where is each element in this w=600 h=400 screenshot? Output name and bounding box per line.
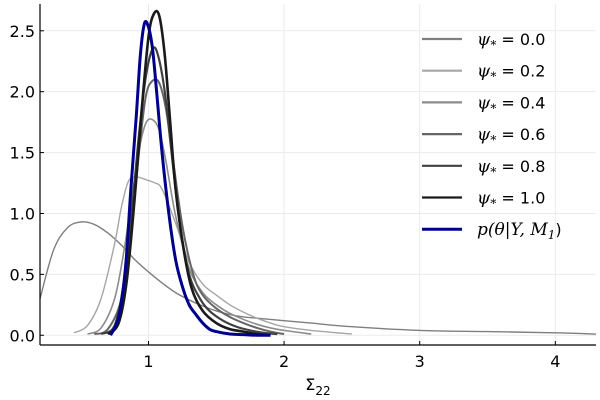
y-tick-label-1: 0.5 [10, 265, 35, 284]
x-tick-label-2: 3 [415, 352, 425, 371]
series-line-4 [100, 46, 278, 336]
series-line-5 [106, 9, 271, 337]
x-axis-title: Σ22 [305, 375, 330, 398]
legend-label-4: ψ* = 0.8 [477, 157, 545, 179]
tick-labels: 1 2 3 4 0.0 0.5 1.0 1.5 2.0 2.5 [10, 22, 561, 371]
x-tick-label-0: 1 [143, 352, 153, 371]
series-line-2 [87, 118, 312, 335]
series-lines [40, 9, 596, 337]
y-tick-label-3: 1.5 [10, 144, 35, 163]
y-tick-label-4: 2.0 [10, 83, 35, 102]
legend-label-2: ψ* = 0.4 [477, 93, 545, 115]
legend-label-3: ψ* = 0.6 [477, 125, 545, 147]
legend-label-0: ψ* = 0.0 [477, 30, 545, 52]
y-tick-label-2: 1.0 [10, 204, 35, 223]
axes [39, 4, 596, 346]
y-tick-label-0: 0.0 [10, 326, 35, 345]
series-line-6 [109, 19, 271, 337]
y-tick-label-5: 2.5 [10, 22, 35, 41]
legend-label-1: ψ* = 0.2 [477, 62, 545, 84]
legend: ψ* = 0.0 ψ* = 0.2 ψ* = 0.4 ψ* = 0.6 ψ* = 0.8… [422, 30, 562, 242]
legend-label-5: ψ* = 1.0 [477, 189, 545, 211]
x-tick-label-3: 4 [550, 352, 560, 371]
legend-label-6: p(θ|Y, M1) [477, 220, 562, 242]
x-tick-label-1: 2 [279, 352, 289, 371]
